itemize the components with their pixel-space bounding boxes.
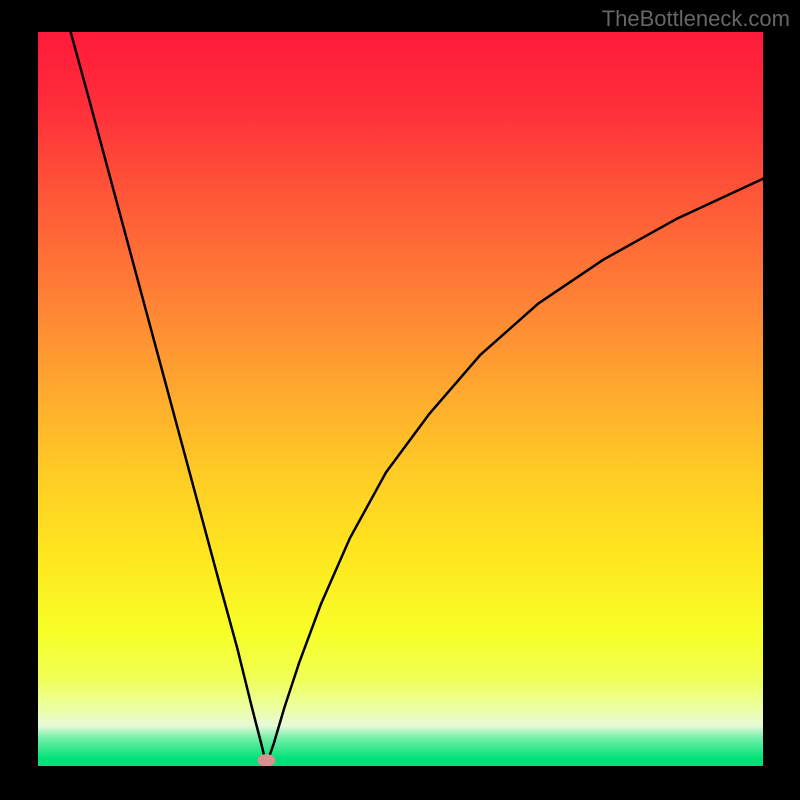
- watermark-text: TheBottleneck.com: [602, 6, 790, 32]
- chart-container: TheBottleneck.com: [0, 0, 800, 800]
- plot-background: [38, 32, 763, 766]
- bottleneck-chart: [0, 0, 800, 800]
- optimum-marker: [257, 754, 275, 766]
